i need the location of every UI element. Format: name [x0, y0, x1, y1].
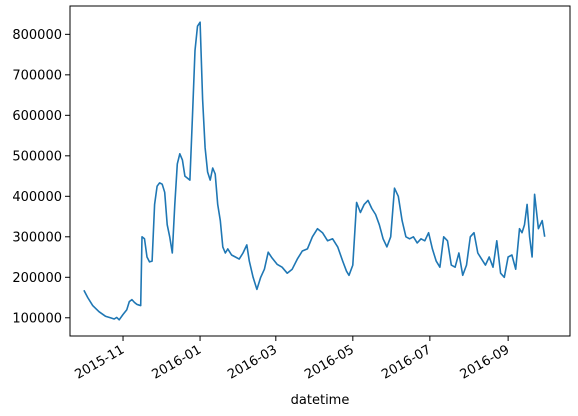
series-line: [83, 21, 546, 321]
x-tick-label: 2016-07: [379, 342, 434, 382]
y-tick-label: 200000: [12, 271, 62, 286]
y-tick-label: 100000: [12, 311, 62, 326]
y-tick-label: 800000: [12, 28, 62, 43]
y-tick-label: 500000: [12, 149, 62, 164]
y-tick-label: 600000: [12, 109, 62, 124]
y-tick-label: 700000: [12, 68, 62, 83]
x-tick-label: 2016-09: [458, 342, 513, 382]
plot-area: [70, 6, 570, 336]
x-axis-title: datetime: [291, 393, 350, 408]
plot-frame: [69, 5, 571, 337]
y-tick-label: 400000: [12, 190, 62, 205]
x-tick-label: 2015-11: [72, 342, 127, 382]
y-tick-label: 300000: [12, 230, 62, 245]
x-tick-label: 2016-01: [150, 342, 205, 382]
x-axis: 2015-11 2016-01 2016-03 2016-05 2016-07 2016-…: [72, 336, 512, 383]
y-axis: 100000 200000 300000 400000 500000 600000 7000…: [12, 28, 70, 326]
x-tick-label: 2016-03: [225, 342, 280, 382]
x-tick-label: 2016-05: [302, 342, 357, 382]
